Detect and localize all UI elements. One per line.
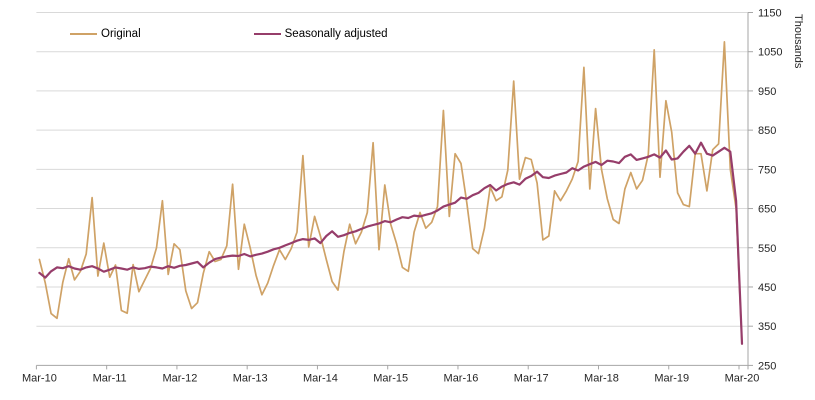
y-axis-tick-label: 750: [758, 164, 776, 176]
x-axis-tick-label: Mar-11: [93, 372, 127, 384]
x-axis-tick-label: Mar-17: [514, 372, 549, 384]
legend-label-original: Original: [101, 28, 141, 40]
x-axis-tick-label: Mar-10: [22, 372, 57, 384]
series-line-seasonally-adjusted: [38, 141, 744, 345]
x-axis-tick-label: Mar-12: [162, 372, 197, 384]
y-axis-title: Thousands: [792, 14, 804, 69]
y-axis-tick-label: 1150: [758, 8, 782, 20]
series-line-original: [38, 41, 743, 345]
y-axis-tick-label: 450: [758, 282, 776, 294]
x-axis-tick-label: Mar-18: [584, 372, 619, 384]
legend-label-seasonally-adjusted: Seasonally adjusted: [284, 28, 388, 40]
y-axis-tick-label: 350: [758, 321, 776, 333]
y-axis-tick-label: 550: [758, 243, 776, 255]
y-axis-tick-label: 250: [758, 360, 776, 372]
x-axis-tick-label: Mar-14: [303, 372, 338, 384]
legend-swatch-original: [70, 33, 97, 35]
y-axis-tick-label: 850: [758, 125, 776, 137]
x-axis-tick-label: Mar-13: [233, 372, 268, 384]
y-axis-tick-label: 950: [758, 86, 776, 98]
y-axis-tick-label: 1050: [758, 47, 782, 59]
legend: Original Seasonally adjusted: [70, 28, 388, 40]
y-axis-tick-label: 650: [758, 204, 776, 216]
legend-item-original: Original: [70, 28, 141, 40]
x-axis-tick-label: Mar-16: [444, 372, 479, 384]
x-axis-tick-label: Mar-20: [725, 372, 760, 384]
legend-item-seasonally-adjusted: Seasonally adjusted: [253, 28, 388, 40]
x-axis-tick-label: Mar-15: [373, 372, 408, 384]
legend-swatch-seasonally-adjusted: [253, 33, 281, 35]
x-axis-tick-label: Mar-19: [654, 372, 689, 384]
